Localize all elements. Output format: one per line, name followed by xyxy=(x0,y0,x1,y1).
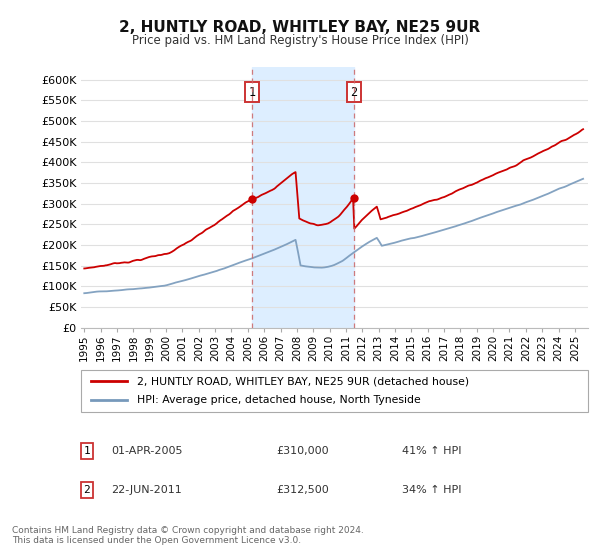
FancyBboxPatch shape xyxy=(81,370,588,412)
Text: 2, HUNTLY ROAD, WHITLEY BAY, NE25 9UR (detached house): 2, HUNTLY ROAD, WHITLEY BAY, NE25 9UR (d… xyxy=(137,376,469,386)
Text: 01-APR-2005: 01-APR-2005 xyxy=(111,446,182,456)
Text: 22-JUN-2011: 22-JUN-2011 xyxy=(111,485,182,495)
Text: 41% ↑ HPI: 41% ↑ HPI xyxy=(402,446,461,456)
Text: Contains HM Land Registry data © Crown copyright and database right 2024.: Contains HM Land Registry data © Crown c… xyxy=(12,526,364,535)
Text: 2, HUNTLY ROAD, WHITLEY BAY, NE25 9UR: 2, HUNTLY ROAD, WHITLEY BAY, NE25 9UR xyxy=(119,20,481,35)
Text: 1: 1 xyxy=(83,446,91,456)
Text: This data is licensed under the Open Government Licence v3.0.: This data is licensed under the Open Gov… xyxy=(12,536,301,545)
Text: 1: 1 xyxy=(248,86,256,99)
Text: 34% ↑ HPI: 34% ↑ HPI xyxy=(402,485,461,495)
Bar xyxy=(252,67,353,328)
Text: 2: 2 xyxy=(83,485,91,495)
Text: £312,500: £312,500 xyxy=(276,485,329,495)
Text: £310,000: £310,000 xyxy=(276,446,329,456)
Text: HPI: Average price, detached house, North Tyneside: HPI: Average price, detached house, Nort… xyxy=(137,395,421,405)
Text: 2: 2 xyxy=(350,86,357,99)
Text: Price paid vs. HM Land Registry's House Price Index (HPI): Price paid vs. HM Land Registry's House … xyxy=(131,34,469,46)
